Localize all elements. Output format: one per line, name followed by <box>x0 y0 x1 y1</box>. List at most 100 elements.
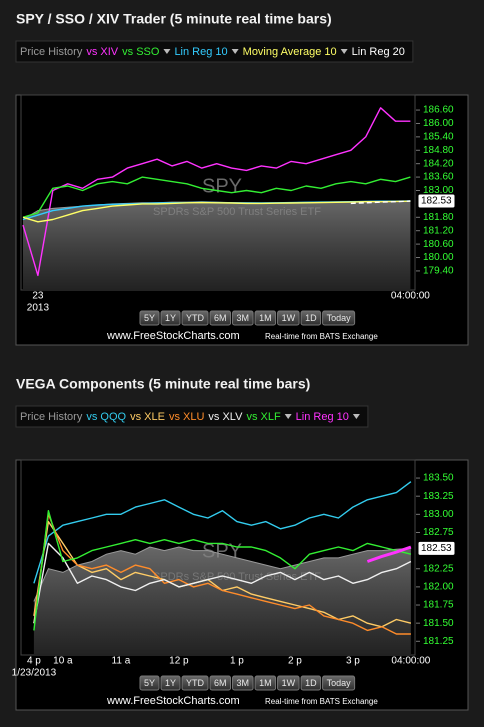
date-label: 1/23/2013 <box>12 668 57 679</box>
range-button-bg[interactable] <box>181 310 209 326</box>
y-tick-label: 182.00 <box>423 582 454 593</box>
range-button-bg[interactable] <box>139 675 160 691</box>
dropdown-arrow[interactable] <box>284 414 292 419</box>
range-button[interactable]: YTD <box>181 310 209 326</box>
range-button-label[interactable]: 1Y <box>165 313 176 323</box>
legend-item[interactable]: vs XLU <box>169 411 205 423</box>
range-button[interactable]: 1D <box>300 310 322 326</box>
y-tick-label: 186.00 <box>423 118 454 129</box>
series-line <box>22 107 411 277</box>
range-button[interactable]: 1M <box>254 310 277 326</box>
x-tick-label: 2 p <box>288 656 302 667</box>
y-tick-label: 184.20 <box>423 158 454 169</box>
series-line <box>33 513 411 635</box>
range-button-label[interactable]: 5Y <box>144 313 155 323</box>
range-button[interactable]: Today <box>322 675 356 691</box>
legend-item[interactable]: Lin Reg 10 <box>296 411 349 423</box>
footer-source: Real-time from BATS Exchange <box>265 697 378 706</box>
range-button-bg[interactable] <box>277 310 300 326</box>
range-button-label[interactable]: 5Y <box>144 678 155 688</box>
range-button[interactable]: 3M <box>232 310 254 326</box>
range-button-bg[interactable] <box>254 675 277 691</box>
range-button-bg[interactable] <box>232 675 254 691</box>
dropdown-arrow[interactable] <box>231 49 239 54</box>
x-tick-label: 10 a <box>53 656 73 667</box>
range-button-bg[interactable] <box>209 675 232 691</box>
range-button-label[interactable]: YTD <box>186 678 205 688</box>
legend-item[interactable]: vs QQQ <box>86 411 126 423</box>
range-button-label[interactable]: 1W <box>282 678 296 688</box>
legend-item[interactable]: vs SSO <box>122 46 160 58</box>
y-tick-label: 180.60 <box>423 239 454 250</box>
range-button-label[interactable]: 1D <box>305 313 317 323</box>
range-button[interactable]: 6M <box>209 310 232 326</box>
range-button-bg[interactable] <box>277 675 300 691</box>
range-button-label[interactable]: 3M <box>237 678 250 688</box>
x-tick-label: 23 <box>32 291 44 302</box>
legend: Price History vs XIV vs SSO Lin Reg 10 Movin… <box>15 40 414 63</box>
range-button-bg[interactable] <box>139 310 160 326</box>
price-line <box>33 546 411 602</box>
range-button-bg[interactable] <box>209 310 232 326</box>
range-button-label[interactable]: 1D <box>305 678 317 688</box>
range-button-label[interactable]: 1Y <box>165 678 176 688</box>
legend-item[interactable]: Price History <box>20 46 83 58</box>
range-button[interactable]: 1W <box>277 310 300 326</box>
last-value-box <box>417 193 456 209</box>
y-tick-label: 185.40 <box>423 132 454 143</box>
range-button[interactable]: YTD <box>181 675 209 691</box>
price-area <box>23 201 411 289</box>
legend-item[interactable]: vs XLV <box>208 411 243 423</box>
range-button[interactable]: Today <box>322 310 356 326</box>
range-button-label[interactable]: 6M <box>214 678 227 688</box>
y-tick-label: 181.75 <box>423 600 454 611</box>
range-button-label[interactable]: YTD <box>186 313 205 323</box>
legend-item[interactable]: vs XIV <box>86 46 118 58</box>
legend-item[interactable]: vs XLE <box>130 411 165 423</box>
range-button-bg[interactable] <box>300 310 322 326</box>
range-button-label[interactable]: 1W <box>282 313 296 323</box>
y-tick-label: 180.00 <box>423 252 454 263</box>
range-button[interactable]: 6M <box>209 675 232 691</box>
footer-link[interactable]: www.FreeStockCharts.com <box>106 330 240 342</box>
legend-item[interactable]: Price History <box>20 411 83 423</box>
range-button[interactable]: 1W <box>277 675 300 691</box>
footer-link[interactable]: www.FreeStockCharts.com <box>106 695 240 707</box>
dropdown-arrow[interactable] <box>340 49 348 54</box>
range-button[interactable]: 5Y <box>139 310 160 326</box>
range-button-bg[interactable] <box>232 310 254 326</box>
legend-item[interactable]: vs XLF <box>246 411 281 423</box>
range-button[interactable]: 1M <box>254 675 277 691</box>
dropdown-arrow[interactable] <box>163 49 171 54</box>
date-label: 2013 <box>27 303 50 314</box>
range-button-label[interactable]: 1M <box>259 678 272 688</box>
range-button[interactable]: 1Y <box>160 675 181 691</box>
range-button[interactable]: 5Y <box>139 675 160 691</box>
legend-item[interactable]: Moving Average 10 <box>243 46 337 58</box>
legend-item[interactable]: Lin Reg 20 <box>352 46 405 58</box>
y-tick-label: 183.00 <box>423 509 454 520</box>
y-tick-label: 182.25 <box>423 563 454 574</box>
range-button-bg[interactable] <box>300 675 322 691</box>
range-button-bg[interactable] <box>322 310 356 326</box>
series-line <box>366 545 412 563</box>
range-button-label[interactable]: 3M <box>237 313 250 323</box>
range-button-label[interactable]: 1M <box>259 313 272 323</box>
range-button-bg[interactable] <box>322 675 356 691</box>
range-button-label[interactable]: Today <box>327 678 352 688</box>
legend-item[interactable]: Lin Reg 10 <box>174 46 227 58</box>
range-button[interactable]: 1Y <box>160 310 181 326</box>
x-tick-label: 11 a <box>112 656 131 667</box>
range-button[interactable]: 3M <box>232 675 254 691</box>
dropdown-arrow[interactable] <box>352 414 360 419</box>
range-button-label[interactable]: Today <box>327 313 352 323</box>
range-button[interactable]: 1D <box>300 675 322 691</box>
y-tick-label: 183.60 <box>423 172 454 183</box>
legend-bar <box>15 405 369 428</box>
range-button-bg[interactable] <box>160 310 181 326</box>
range-button-label[interactable]: 6M <box>214 313 227 323</box>
range-button-bg[interactable] <box>160 675 181 691</box>
series-line <box>350 200 411 205</box>
range-button-bg[interactable] <box>181 675 209 691</box>
range-button-bg[interactable] <box>254 310 277 326</box>
